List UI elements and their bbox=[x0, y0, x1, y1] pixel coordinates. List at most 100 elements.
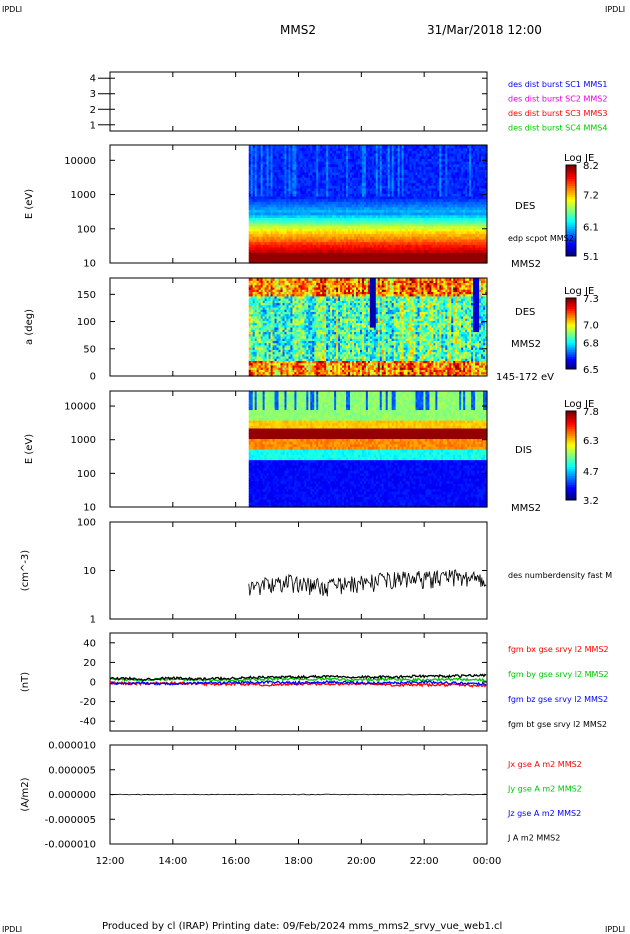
des-energy-cell bbox=[407, 187, 411, 192]
des-energy-cell bbox=[435, 177, 438, 181]
des-energy-cell bbox=[274, 254, 278, 259]
des-energy-cell bbox=[350, 195, 353, 200]
des-energy-cell bbox=[348, 204, 351, 208]
des-energy-cell bbox=[439, 190, 442, 194]
des-energy-cell bbox=[292, 249, 296, 253]
des-energy-cell bbox=[353, 228, 357, 232]
des-energy-cell bbox=[377, 204, 381, 208]
des-energy-cell bbox=[353, 260, 357, 264]
des-energy-cell bbox=[469, 220, 472, 224]
des-energy-cell bbox=[467, 182, 470, 186]
des-energy-cell bbox=[352, 246, 355, 251]
des-energy-cell bbox=[367, 190, 371, 194]
des-energy-cell bbox=[419, 222, 423, 227]
des-energy-cell bbox=[348, 233, 351, 237]
des-energy-cell bbox=[320, 169, 323, 173]
des-energy-cell bbox=[322, 185, 325, 189]
des-energy-cell bbox=[437, 228, 440, 232]
des-energy-cell bbox=[304, 179, 307, 184]
des-energy-cell bbox=[326, 155, 329, 160]
des-energy-cell bbox=[266, 252, 270, 256]
des-energy-cell bbox=[421, 171, 425, 176]
des-energy-cell bbox=[252, 161, 256, 165]
des-energy-cell bbox=[300, 257, 303, 261]
des-energy-cell bbox=[278, 244, 282, 248]
des-energy-cell bbox=[252, 150, 256, 154]
des-energy-cell bbox=[312, 166, 315, 170]
des-energy-cell bbox=[453, 201, 456, 205]
des-energy-cell bbox=[312, 254, 315, 259]
des-energy-cell bbox=[258, 158, 262, 162]
des-energy-cell bbox=[391, 241, 395, 245]
des-energy-cell bbox=[260, 254, 264, 259]
des-energy-cell bbox=[264, 179, 268, 184]
des-energy-cell bbox=[280, 204, 284, 208]
des-energy-cell bbox=[399, 260, 403, 264]
des-energy-cell bbox=[463, 201, 466, 205]
des-energy-cell bbox=[260, 158, 264, 162]
des-energy-cell bbox=[447, 217, 450, 221]
des-energy-cell bbox=[266, 185, 270, 189]
des-energy-cell bbox=[411, 220, 415, 224]
des-energy-cell bbox=[453, 187, 456, 192]
des-energy-cell bbox=[361, 238, 365, 243]
des-energy-cell bbox=[471, 244, 474, 248]
des-energy-cell bbox=[393, 161, 397, 165]
des-energy-cell bbox=[262, 214, 266, 219]
des-energy-cell bbox=[399, 158, 403, 162]
des-energy-cell bbox=[363, 212, 367, 216]
des-energy-cell bbox=[278, 246, 282, 251]
des-energy-cell bbox=[459, 169, 462, 173]
des-energy-cell bbox=[338, 220, 341, 224]
des-energy-cell bbox=[276, 201, 280, 205]
des-energy-cell bbox=[381, 171, 385, 176]
des-energy-cell bbox=[381, 230, 385, 235]
des-energy-cell bbox=[419, 190, 423, 194]
des-energy-cell bbox=[352, 222, 355, 227]
des-energy-cell bbox=[322, 179, 325, 184]
des-energy-cell bbox=[437, 174, 440, 178]
des-energy-cell bbox=[304, 161, 307, 165]
des-energy-cell bbox=[459, 252, 462, 256]
des-energy-cell bbox=[346, 246, 349, 251]
des-energy-cell bbox=[365, 228, 369, 232]
des-energy-cell bbox=[389, 228, 393, 232]
des-energy-cell bbox=[286, 257, 290, 261]
des-energy-cell bbox=[268, 158, 272, 162]
des-energy-cell bbox=[312, 236, 315, 240]
des-energy-cell bbox=[435, 193, 438, 197]
des-energy-cell bbox=[268, 190, 272, 194]
des-energy-cell bbox=[258, 244, 262, 248]
des-energy-cell bbox=[455, 238, 458, 243]
des-energy-cell bbox=[443, 187, 446, 192]
des-energy-cell bbox=[437, 254, 440, 259]
des-energy-cell bbox=[328, 147, 331, 151]
des-energy-cell bbox=[371, 150, 375, 154]
des-energy-cell bbox=[401, 201, 405, 205]
des-energy-cell bbox=[320, 225, 323, 229]
des-energy-cell bbox=[260, 241, 264, 245]
des-energy-cell bbox=[371, 147, 375, 151]
des-energy-cell bbox=[439, 179, 442, 184]
des-energy-cell bbox=[276, 163, 280, 168]
des-energy-cell bbox=[435, 236, 438, 240]
des-energy-cell bbox=[465, 249, 468, 253]
des-energy-cell bbox=[326, 145, 329, 149]
des-energy-cell bbox=[324, 244, 327, 248]
des-energy-cell bbox=[407, 252, 411, 256]
des-energy-cell bbox=[389, 177, 393, 181]
des-energy-cell bbox=[381, 209, 385, 213]
des-energy-cell bbox=[423, 153, 427, 157]
des-energy-cell bbox=[373, 198, 377, 202]
des-energy-cell bbox=[262, 252, 266, 256]
des-energy-cell bbox=[308, 246, 311, 251]
des-energy-cell bbox=[274, 198, 278, 202]
des-energy-cell bbox=[344, 153, 347, 157]
burst-panel-frame bbox=[109, 71, 488, 132]
des-energy-cell bbox=[270, 214, 274, 219]
des-energy-cell bbox=[391, 201, 395, 205]
des-energy-cell bbox=[306, 195, 309, 200]
des-energy-cell bbox=[445, 150, 448, 154]
des-energy-cell bbox=[322, 241, 325, 245]
des-energy-cell bbox=[361, 187, 365, 192]
